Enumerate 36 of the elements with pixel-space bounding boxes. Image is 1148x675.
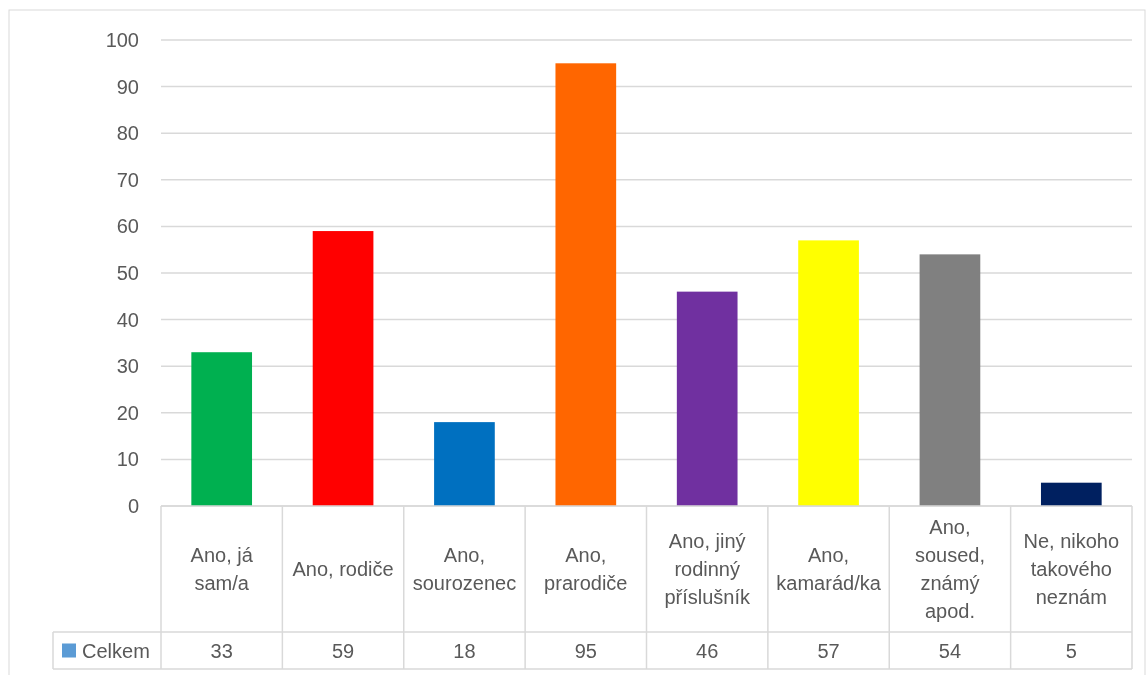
y-tick-label: 100 — [105, 29, 139, 51]
text: Celkem — [82, 639, 150, 662]
x-tick-label: Ano, jiný rodinný příslušník — [664, 530, 751, 608]
y-tick-label: 90 — [116, 75, 139, 98]
bar — [798, 240, 859, 506]
y-tick-label: 50 — [116, 262, 139, 284]
x-tick-label: Ano, prarodiče — [544, 544, 628, 594]
bar — [312, 231, 374, 506]
bar — [919, 254, 981, 506]
data-label: 18 — [453, 639, 476, 662]
data-label: 33 — [210, 639, 233, 662]
x-tick-label: Ne, nikoho takového neznám — [1023, 530, 1120, 608]
y-tick-label: 40 — [116, 308, 139, 331]
x-tick-label: Ano, rodiče — [292, 558, 394, 580]
x-tick-label: Ano, kamarád/ka — [776, 544, 882, 594]
data-label: 54 — [938, 639, 962, 662]
x-tick-label: Ano, sourozenec — [412, 544, 517, 594]
x-tick-label: Ano, soused, známý apod. — [914, 516, 985, 622]
y-tick-label: 80 — [116, 122, 139, 145]
data-label: 5 — [1065, 639, 1077, 662]
y-tick-label: 10 — [116, 448, 139, 471]
y-tick-label: 70 — [116, 168, 139, 191]
bar — [555, 63, 617, 506]
y-tick-label: 0 — [127, 495, 139, 517]
bar — [676, 291, 738, 506]
bar — [191, 352, 253, 506]
data-label: 57 — [817, 639, 840, 662]
data-label: 46 — [696, 639, 719, 662]
bar — [434, 422, 495, 506]
bar — [1040, 482, 1102, 506]
x-tick-label: Ano, já sam/a — [190, 544, 254, 594]
data-label: 95 — [574, 639, 597, 662]
y-tick-label: 20 — [116, 401, 139, 424]
y-tick-label: 60 — [116, 215, 139, 238]
y-tick-label: 30 — [116, 355, 139, 378]
data-label: 59 — [331, 639, 355, 662]
